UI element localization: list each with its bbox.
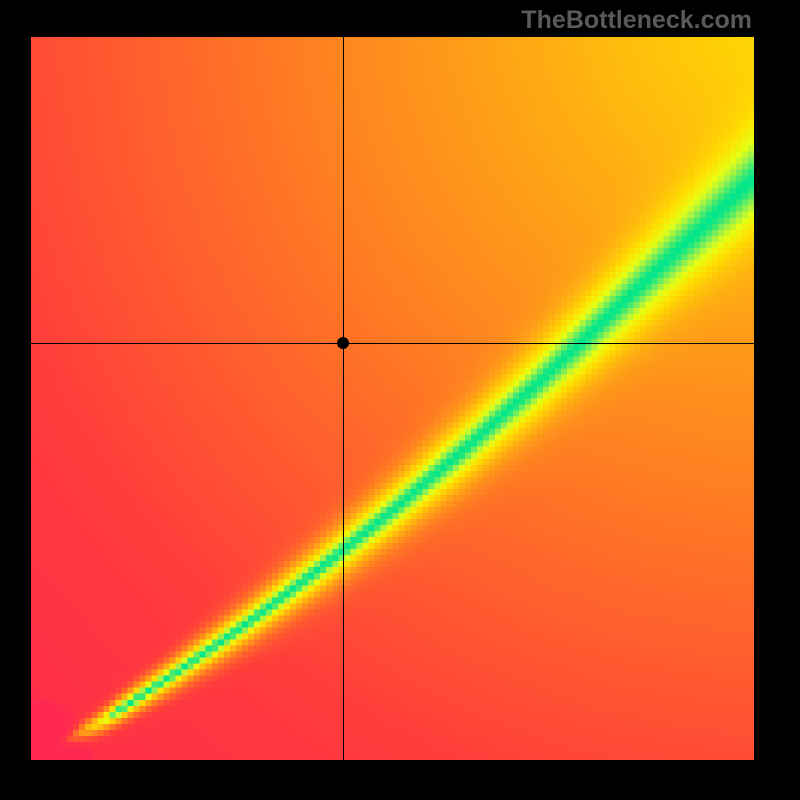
heatmap-canvas [31, 37, 754, 760]
chart-container: TheBottleneck.com [0, 0, 800, 800]
watermark-text: TheBottleneck.com [521, 6, 752, 35]
crosshair-horizontal [31, 343, 754, 344]
crosshair-vertical [343, 37, 344, 760]
